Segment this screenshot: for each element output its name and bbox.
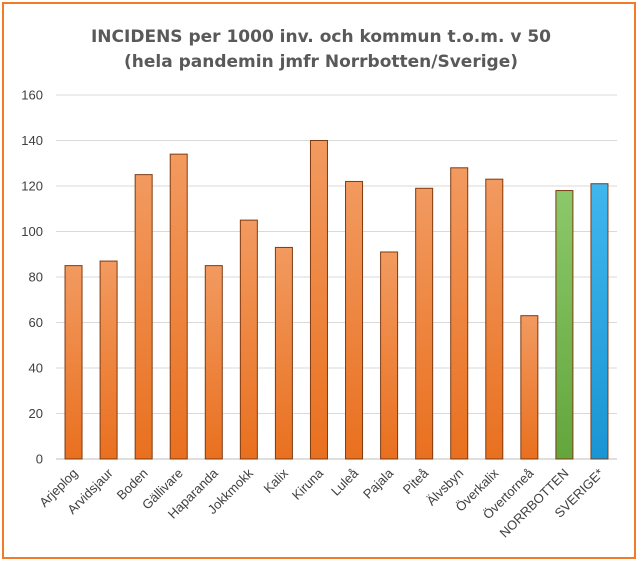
bar-16 [590,183,609,460]
y-tick-label: 120 [21,179,43,194]
bar-13 [485,178,504,460]
y-tick-label: 100 [21,224,43,239]
bar-2 [99,260,118,460]
bar-7 [274,246,293,460]
y-tick-label: 160 [21,88,43,103]
bar-6 [239,219,258,460]
bar-10 [380,251,399,460]
chart-title-line-1: INCIDENS per 1000 inv. och kommun t.o.m.… [91,27,551,47]
x-category-label: Luleå [328,465,362,499]
bar-5 [204,265,223,460]
x-category-label: Pajala [360,465,397,502]
chart-title-line-2: (hela pandemin jmfr Norrbotten/Sverige) [124,52,518,72]
bar-15 [555,190,574,460]
bar-12 [450,167,469,460]
bar-14 [520,315,539,460]
bar-1 [64,265,83,460]
bar-11 [415,187,434,460]
x-category-label: Piteå [400,465,432,497]
x-category-label: Kalix [260,465,291,496]
y-tick-label: 40 [29,361,43,376]
bar-3 [134,174,153,460]
bar-9 [345,180,364,460]
bar-8 [309,140,328,460]
y-tick-label: 60 [29,315,43,330]
y-tick-label: 0 [36,452,43,467]
bar-4 [169,153,188,460]
y-tick-label: 20 [29,406,43,421]
x-category-label: Kiruna [289,465,327,503]
y-tick-label: 140 [21,133,43,148]
y-tick-label: 80 [29,270,43,285]
